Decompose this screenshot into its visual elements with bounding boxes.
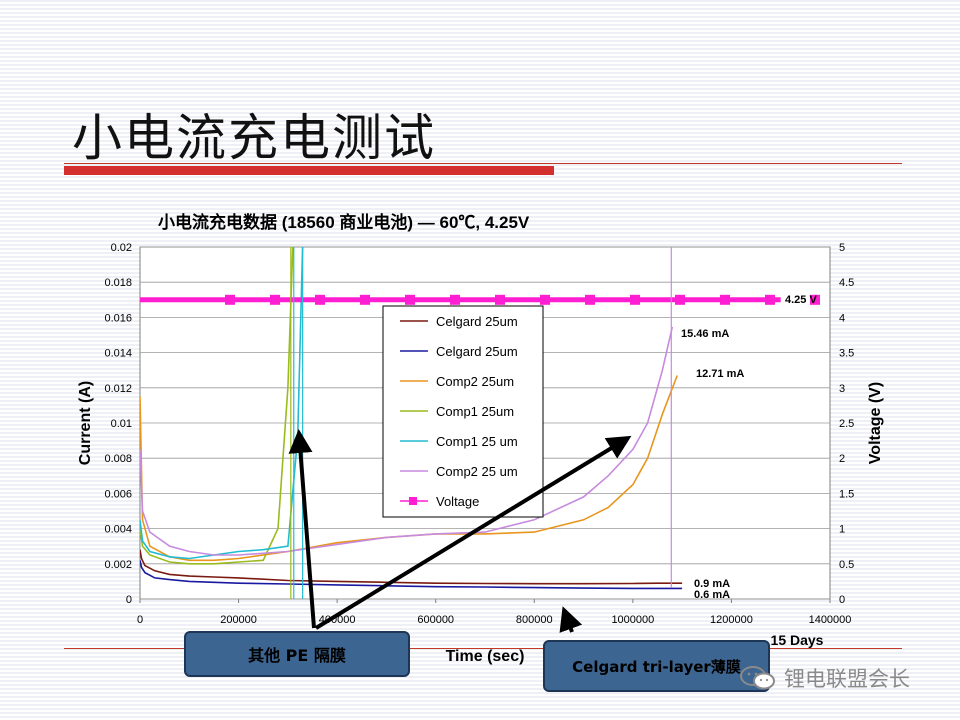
title-divider-bar xyxy=(64,166,554,175)
voltage-marker xyxy=(405,294,415,305)
x-tick-label: 1400000 xyxy=(809,614,852,626)
y-tick-label: 0.006 xyxy=(104,488,132,500)
y2-tick-label: 2 xyxy=(839,453,845,465)
voltage-marker xyxy=(810,294,820,305)
y2-tick-label: 1 xyxy=(839,524,845,536)
voltage-marker xyxy=(585,294,595,305)
y-axis-label: Current (A) xyxy=(77,381,94,465)
legend-label: Comp2 25 um xyxy=(436,464,518,479)
legend-label: Comp1 25um xyxy=(436,404,514,419)
annotation-peak-comp2: 15.46 mA xyxy=(681,328,729,340)
annotation-peak-comp2-b: 12.71 mA xyxy=(696,368,744,380)
watermark: 锂电联盟会长 xyxy=(738,662,910,694)
y2-tick-label: 0.5 xyxy=(839,559,854,571)
series-line-0 xyxy=(140,549,683,585)
arrow-to-pe xyxy=(288,429,316,629)
y-tick-label: 0.018 xyxy=(104,277,132,289)
voltage-marker xyxy=(630,294,640,305)
y2-axis-label: Voltage (V) xyxy=(867,382,884,464)
voltage-marker xyxy=(450,294,460,305)
y-tick-label: 0.02 xyxy=(111,242,132,254)
voltage-marker xyxy=(765,294,775,305)
voltage-marker xyxy=(315,294,325,305)
chart-title: 小电流充电数据 (18560 商业电池) — 60℃, 4.25V xyxy=(158,212,530,232)
y2-tick-label: 0 xyxy=(839,594,845,606)
arrow-to-comp2 xyxy=(314,435,632,630)
annotation-voltage: 4.25 V xyxy=(785,294,817,306)
y-tick-label: 0 xyxy=(126,594,132,606)
y-tick-label: 0.012 xyxy=(104,383,132,395)
legend-label: Celgard 25um xyxy=(436,344,518,359)
legend-marker xyxy=(409,497,417,505)
voltage-marker xyxy=(270,294,280,305)
callout-celgard: Celgard tri-layer薄膜 xyxy=(543,640,770,692)
y-tick-label: 0.008 xyxy=(104,453,132,465)
y-tick-label: 0.014 xyxy=(104,348,132,360)
series-line-3 xyxy=(140,247,294,565)
footer-divider xyxy=(64,648,902,649)
legend-label: Comp2 25um xyxy=(436,374,514,389)
title-divider-thin xyxy=(64,163,902,164)
y-tick-label: 0.016 xyxy=(104,312,132,324)
x-tick-label: 600000 xyxy=(417,614,454,626)
x-tick-label: 200000 xyxy=(220,614,257,626)
legend-label: Comp1 25 um xyxy=(436,434,518,449)
x-tick-label: 0 xyxy=(137,614,143,626)
x-extra-label: 15 Days xyxy=(771,632,824,648)
y2-tick-label: 4.5 xyxy=(839,277,854,289)
voltage-marker xyxy=(495,294,505,305)
callout-celgard-text: Celgard tri-layer薄膜 xyxy=(572,657,741,676)
voltage-marker xyxy=(360,294,370,305)
callout-other-pe-text: 其他 PE 隔膜 xyxy=(248,646,346,665)
page-title: 小电流充电测试 xyxy=(72,109,436,167)
legend-label: Voltage xyxy=(436,494,479,509)
y-tick-label: 0.004 xyxy=(104,524,132,536)
x-tick-label: 800000 xyxy=(516,614,553,626)
y-tick-label: 0.002 xyxy=(104,559,132,571)
y2-tick-label: 3.5 xyxy=(839,348,854,360)
x-tick-label: 1000000 xyxy=(611,614,654,626)
watermark-text: 锂电联盟会长 xyxy=(784,667,910,691)
y2-tick-label: 2.5 xyxy=(839,418,854,430)
callout-other-pe: 其他 PE 隔膜 xyxy=(184,631,410,677)
y-tick-label: 0.01 xyxy=(111,418,132,430)
annotation-celgard-b: 0.6 mA xyxy=(694,589,730,601)
series-line-5 xyxy=(140,326,674,556)
arrow-to-celgard xyxy=(559,606,583,633)
voltage-marker xyxy=(540,294,550,305)
y2-tick-label: 4 xyxy=(839,312,845,324)
voltage-marker xyxy=(675,294,685,305)
y2-tick-label: 5 xyxy=(839,242,845,254)
y2-tick-label: 3 xyxy=(839,383,845,395)
voltage-marker xyxy=(225,294,235,305)
x-tick-label: 1200000 xyxy=(710,614,753,626)
legend-label: Celgard 25um xyxy=(436,314,518,329)
voltage-marker xyxy=(720,294,730,305)
y2-tick-label: 1.5 xyxy=(839,488,854,500)
wechat-icon xyxy=(740,666,775,690)
x-axis-label: Time (sec) xyxy=(446,648,525,665)
annotation-celgard-a: 0.9 mA xyxy=(694,578,730,590)
